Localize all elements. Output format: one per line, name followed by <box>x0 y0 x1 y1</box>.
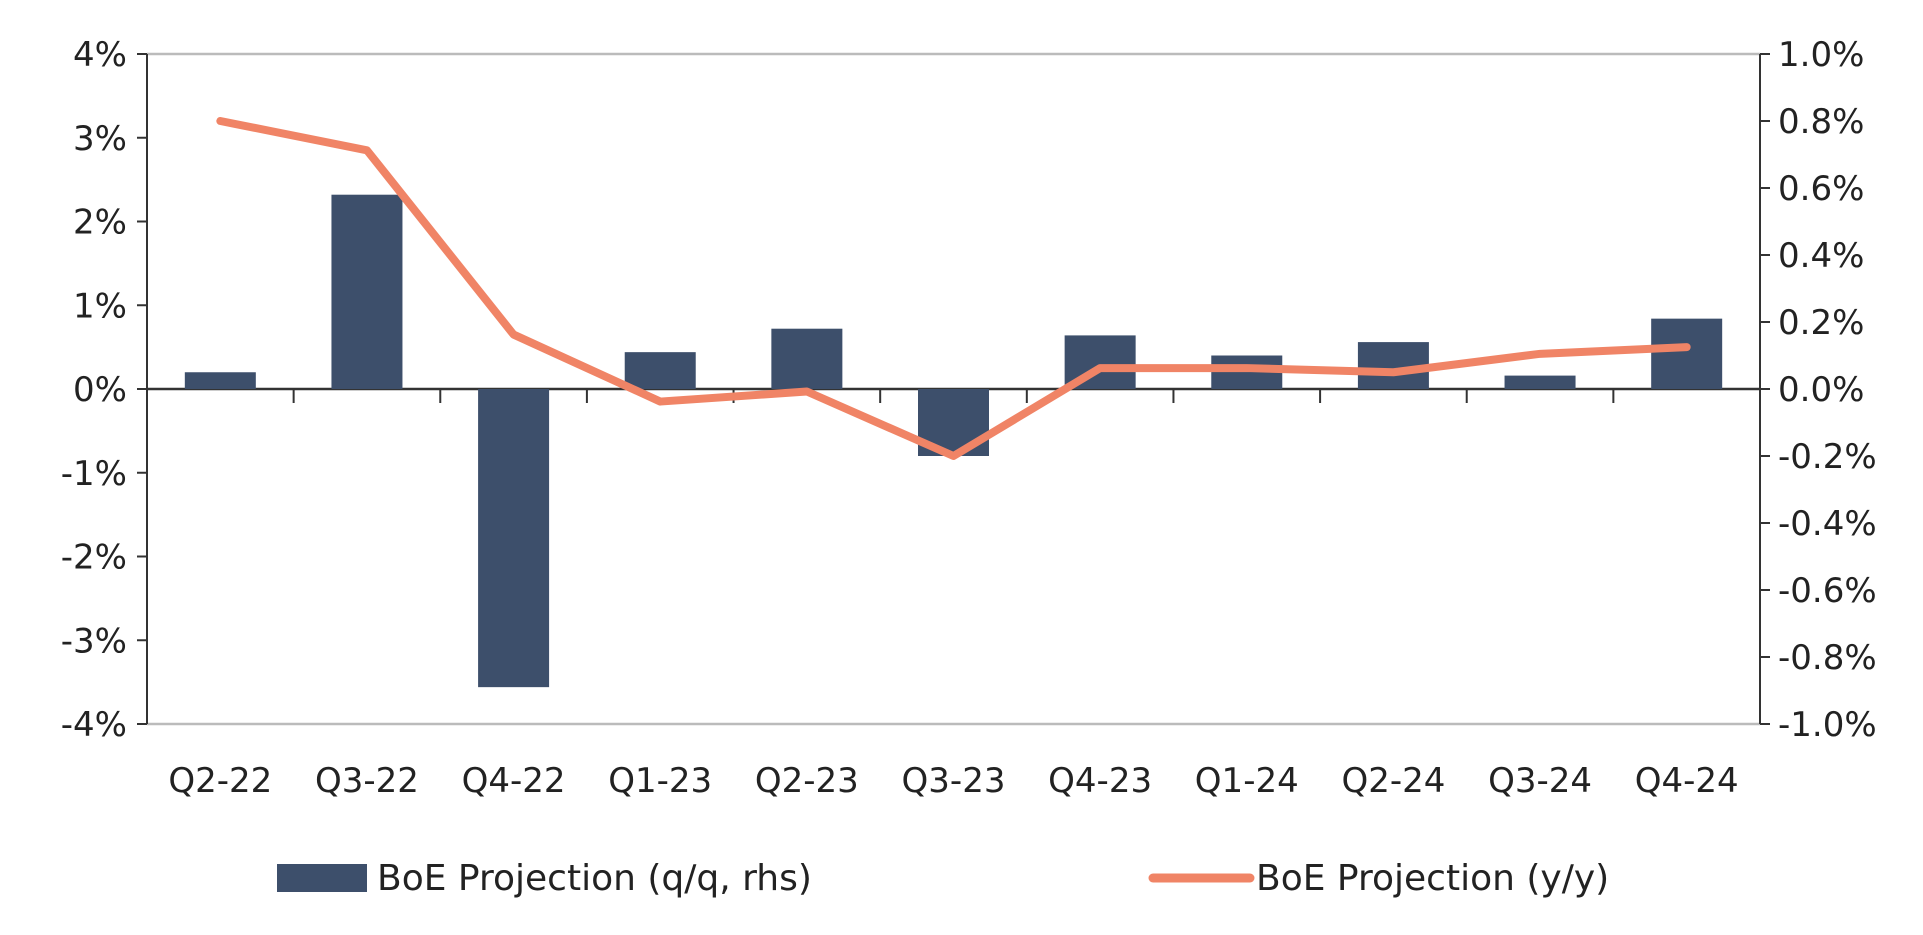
bar-Q2-22 <box>184 372 256 389</box>
right-tick-label: -1.0% <box>1778 705 1877 745</box>
right-tick-label: -0.4% <box>1778 504 1877 544</box>
left-tick-label: -4% <box>61 705 127 745</box>
bar-Q4-24 <box>1651 318 1723 389</box>
left-tick-label: 1% <box>73 286 127 326</box>
line-point-Q2-22 <box>219 120 222 122</box>
right-tick-label: -0.6% <box>1778 571 1877 611</box>
right-tick-label: -0.8% <box>1778 638 1877 678</box>
legend-swatch-bar <box>277 864 367 892</box>
x-tick-label: Q3-24 <box>1488 761 1592 801</box>
x-tick-label: Q2-23 <box>755 761 859 801</box>
right-tick-label: 1.0% <box>1778 35 1864 75</box>
x-tick-label: Q4-23 <box>1048 761 1152 801</box>
legend-label-line: BoE Projection (y/y) <box>1256 858 1609 899</box>
line-point-Q3-23 <box>952 455 955 457</box>
left-tick-label: 3% <box>73 119 127 159</box>
line-point-Q4-24 <box>1685 346 1688 349</box>
right-tick-label: -0.2% <box>1778 437 1877 477</box>
left-tick-label: -3% <box>61 621 127 661</box>
bar-Q3-22 <box>331 194 403 389</box>
right-tick-label: 0.0% <box>1778 370 1864 410</box>
legend-label-bar: BoE Projection (q/q, rhs) <box>377 858 812 899</box>
x-tick-label: Q3-23 <box>902 761 1006 801</box>
line-point-Q3-22 <box>365 149 368 152</box>
legend: BoE Projection (q/q, rhs) BoE Projection… <box>277 858 1609 899</box>
line-point-Q4-22 <box>512 333 515 336</box>
right-tick-label: 0.2% <box>1778 303 1864 343</box>
x-tick-label: Q3-22 <box>315 761 419 801</box>
line-point-Q1-23 <box>659 400 662 403</box>
axes: 4% 3% 2% 1% 0% -1% -2% -3% -4% 1.0% 0.8% 0.6% 0.4% 0.… <box>61 35 1877 801</box>
right-tick-label: 0.8% <box>1778 102 1864 142</box>
right-tick-label: 0.4% <box>1778 236 1864 276</box>
line-point-Q2-23 <box>805 390 808 393</box>
x-tick-label: Q2-24 <box>1341 761 1445 801</box>
bar-Q1-23 <box>624 352 696 389</box>
left-tick-label: -1% <box>61 454 127 494</box>
line-series <box>216 117 1691 460</box>
bar-series <box>184 194 1723 688</box>
x-tick-label: Q1-24 <box>1195 761 1299 801</box>
x-tick-label: Q1-23 <box>608 761 712 801</box>
left-tick-label: 0% <box>73 370 127 410</box>
left-tick-label: 4% <box>73 35 127 75</box>
bar-Q2-23 <box>771 328 843 389</box>
x-tick-label: Q2-22 <box>168 761 272 801</box>
bar-Q3-24 <box>1504 375 1576 389</box>
left-tick-label: -2% <box>61 538 127 578</box>
line-point-Q4-23 <box>1099 367 1102 370</box>
right-tick-label: 0.6% <box>1778 169 1864 209</box>
line-point-Q1-24 <box>1245 367 1248 370</box>
left-tick-label: 2% <box>73 203 127 243</box>
line-point-Q3-24 <box>1539 352 1542 355</box>
line-point-Q2-24 <box>1392 371 1395 374</box>
bar-Q4-22 <box>478 389 550 688</box>
x-tick-label: Q4-22 <box>462 761 566 801</box>
x-tick-label: Q4-24 <box>1635 761 1739 801</box>
